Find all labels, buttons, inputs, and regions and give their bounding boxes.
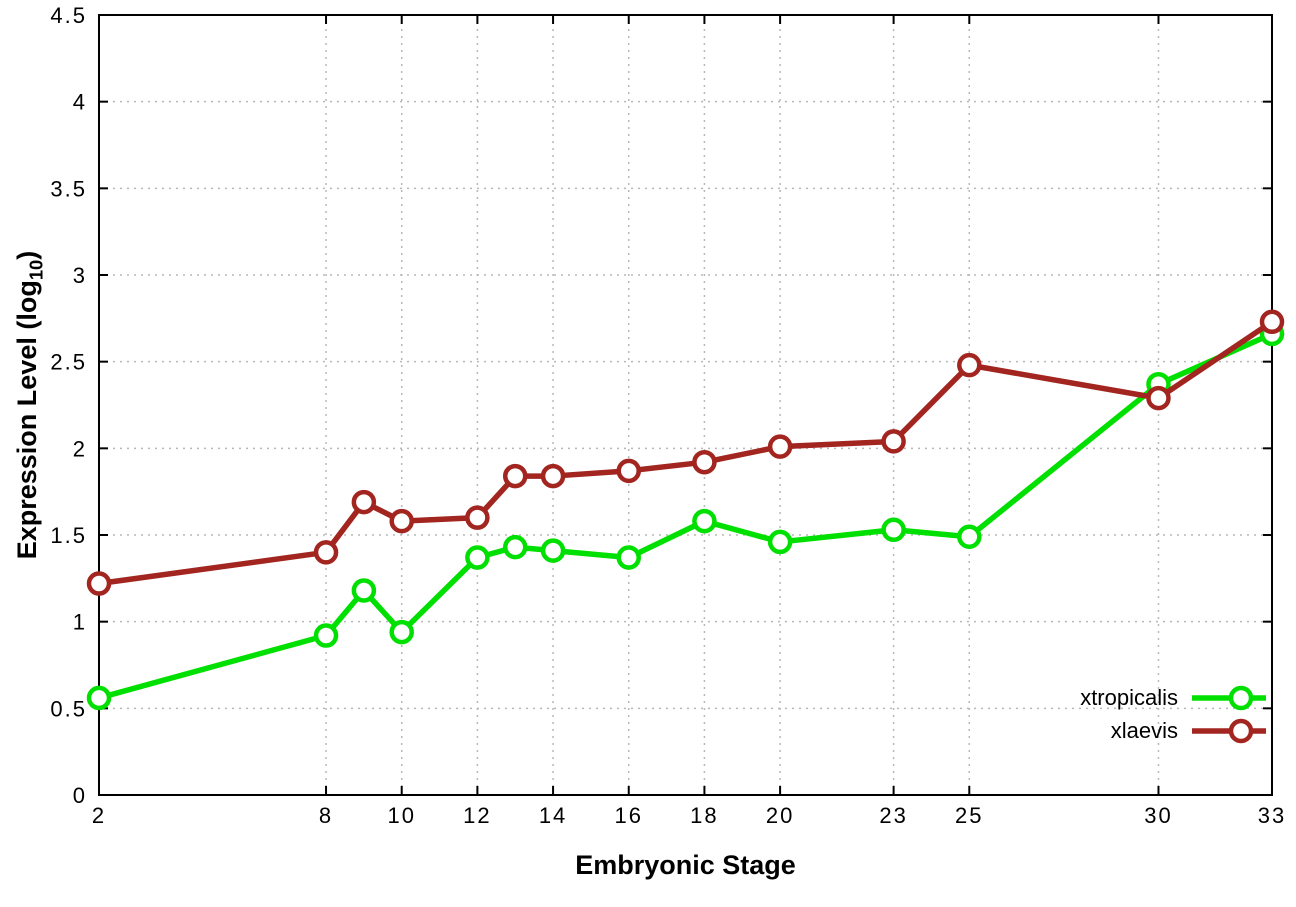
legend-item-xtropicalis: xtropicalis <box>1080 684 1268 712</box>
x-tick-label: 10 <box>387 803 415 828</box>
data-point-xlaevis <box>881 429 906 454</box>
y-tick-label: 2.5 <box>50 350 87 375</box>
data-point-xtropicalis <box>692 508 717 534</box>
data-point-xtropicalis <box>86 685 112 711</box>
data-point-xtropicalis <box>957 524 982 549</box>
data-point-xtropicalis <box>767 529 793 555</box>
y-tick-label: 0.5 <box>50 696 87 721</box>
data-point-xtropicalis <box>502 534 528 560</box>
y-tick-label: 4.5 <box>50 3 87 28</box>
data-point-xlaevis <box>1146 385 1171 411</box>
x-tick-label: 12 <box>463 803 491 828</box>
y-tick-label: 2 <box>73 436 87 461</box>
data-point-xtropicalis <box>465 545 490 570</box>
data-point-xlaevis <box>86 571 112 596</box>
data-point-xtropicalis <box>881 517 906 543</box>
x-tick-label: 20 <box>766 803 794 828</box>
y-tick-label: 4 <box>73 90 87 115</box>
data-point-xlaevis <box>465 505 490 530</box>
y-axis-title-text: Expression Level (log <box>12 280 42 560</box>
y-tick-label: 1.5 <box>50 523 87 548</box>
y-tick-label: 3 <box>73 263 87 288</box>
data-point-xtropicalis <box>313 623 339 648</box>
x-tick-label: 18 <box>690 803 718 828</box>
x-tick-label: 14 <box>539 803 567 828</box>
data-point-xlaevis <box>1259 309 1285 335</box>
data-point-xtropicalis <box>351 578 377 603</box>
x-tick-label: 16 <box>614 803 642 828</box>
data-point-xlaevis <box>313 540 339 565</box>
data-point-xlaevis <box>692 449 717 475</box>
data-point-xlaevis <box>957 352 982 378</box>
x-tick-label: 25 <box>955 803 983 828</box>
y-axis-title: Expression Level (log10) <box>12 95 48 715</box>
data-point-xlaevis <box>389 508 414 534</box>
y-tick-label: 0 <box>73 783 87 808</box>
x-tick-label: 2 <box>92 803 106 828</box>
y-tick-label: 3.5 <box>50 176 87 201</box>
x-tick-label: 30 <box>1144 803 1172 828</box>
x-tick-label: 23 <box>879 803 907 828</box>
data-point-xlaevis <box>351 489 377 515</box>
y-tick-label: 1 <box>73 610 87 635</box>
data-point-xtropicalis <box>540 538 566 563</box>
y-axis-title-suffix: ) <box>12 250 42 260</box>
x-axis-title: Embryonic Stage <box>575 850 796 880</box>
x-tick-label: 33 <box>1258 803 1286 828</box>
y-axis-title-subscript: 10 <box>25 259 47 281</box>
legend-sample-xlaevis-line-circle-icon <box>1192 718 1266 744</box>
x-tick-label: 8 <box>319 803 333 828</box>
legend-label-xtropicalis: xtropicalis <box>1080 685 1178 710</box>
legend: xtropicalis xlaevis <box>1080 684 1268 745</box>
data-point-xlaevis <box>540 463 566 489</box>
data-point-xtropicalis <box>616 545 641 570</box>
legend-label-xlaevis: xlaevis <box>1110 718 1178 743</box>
plot-border <box>98 14 1273 796</box>
data-point-xlaevis <box>502 463 528 489</box>
data-point-xlaevis <box>616 458 641 484</box>
data-point-xtropicalis <box>389 619 414 645</box>
data-point-xlaevis <box>767 434 793 459</box>
legend-sample-xtropicalis-line-circle-icon <box>1192 685 1266 711</box>
legend-item-xlaevis: xlaevis <box>1111 717 1268 745</box>
